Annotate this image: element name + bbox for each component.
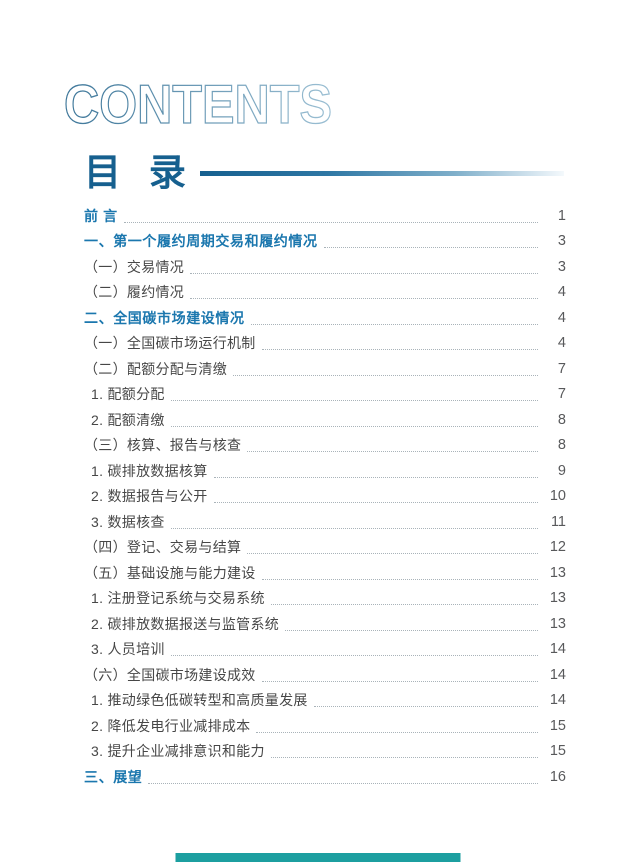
toc-dot-leader: [256, 731, 538, 733]
toc-entry[interactable]: 3. 提升企业减排意识和能力 15: [84, 739, 566, 765]
toc-entry[interactable]: 1. 碳排放数据核算 9: [84, 458, 566, 484]
toc-dot-leader: [123, 221, 538, 223]
toc-page-number: 4: [557, 335, 566, 352]
toc-dot-leader: [170, 400, 538, 401]
toc-page-number: 4: [557, 284, 566, 301]
toc-page-number: 13: [549, 615, 566, 632]
toc-dot-leader: [270, 604, 538, 605]
toc-entry[interactable]: 1. 推动绿色低碳转型和高质量发展 14: [84, 688, 566, 714]
contents-title-text: CONTENTS: [64, 80, 332, 128]
toc-entry[interactable]: 1. 配额分配 7: [84, 382, 566, 408]
toc-entry-label: 1. 注册登记系统与交易系统: [91, 590, 265, 607]
toc-entry-label: 前 言: [84, 207, 118, 224]
toc-entry-label: 2. 降低发电行业减排成本: [91, 717, 251, 734]
toc-dot-leader: [323, 247, 538, 248]
toc-page-number: 15: [549, 743, 566, 760]
toc-page-number: 11: [550, 513, 566, 530]
toc-entry-label: 2. 碳排放数据报送与监管系统: [91, 615, 280, 632]
toc-entry-label: 1. 推动绿色低碳转型和高质量发展: [91, 692, 308, 709]
toc-entry-label: 2. 配额清缴: [91, 411, 165, 428]
toc-entry-label: （三）核算、报告与核查: [84, 437, 242, 454]
toc-entry[interactable]: 三、展望 16: [84, 764, 566, 790]
toc-dot-leader: [190, 298, 538, 299]
toc-page-number: 13: [549, 564, 566, 581]
toc-entry[interactable]: （一）交易情况 3: [84, 254, 566, 280]
toc-title: 目 录: [84, 152, 187, 193]
toc-entry-label: 1. 碳排放数据核算: [91, 462, 208, 479]
toc-entry[interactable]: 1. 注册登记系统与交易系统 13: [84, 586, 566, 612]
toc-page-number: 9: [557, 462, 566, 479]
toc-entry-label: （二）配额分配与清缴: [84, 360, 227, 377]
toc-page-number: 15: [549, 717, 566, 734]
toc-dot-leader: [213, 502, 538, 503]
toc-page-number: 16: [549, 768, 566, 785]
toc-dot-leader: [213, 476, 538, 478]
toc-entry[interactable]: 一、第一个履约周期交易和履约情况 3: [84, 229, 566, 255]
toc-entry-label: （一）全国碳市场运行机制: [84, 335, 256, 352]
toc-dot-leader: [170, 527, 538, 529]
toc-dot-leader: [190, 272, 538, 274]
toc-dot-leader: [270, 757, 538, 758]
toc-page-number: 14: [549, 666, 566, 683]
toc-page-number: 3: [557, 258, 566, 275]
toc-entry[interactable]: 3. 人员培训 14: [84, 637, 566, 663]
toc-page-number: 12: [549, 539, 566, 556]
toc-page-number: 1: [557, 207, 566, 224]
toc-entry[interactable]: （二）配额分配与清缴 7: [84, 356, 566, 382]
toc-entry[interactable]: （二）履约情况 4: [84, 280, 566, 306]
toc-entry-label: 三、展望: [84, 768, 143, 785]
toc-entry-label: 3. 提升企业减排意识和能力: [91, 743, 265, 760]
toc-entry-label: （四）登记、交易与结算: [84, 539, 242, 556]
footer-accent-bar: [175, 853, 461, 862]
toc-dot-leader: [250, 323, 538, 325]
toc-dot-leader: [313, 706, 538, 707]
toc-page-number: 8: [557, 437, 566, 454]
toc-dot-leader: [261, 578, 538, 580]
toc-dot-leader: [285, 629, 538, 631]
toc-entry[interactable]: 2. 碳排放数据报送与监管系统 13: [84, 611, 566, 637]
toc-entry-label: 2. 数据报告与公开: [91, 488, 208, 505]
toc-entry[interactable]: （一）全国碳市场运行机制 4: [84, 331, 566, 357]
toc-dot-leader: [261, 349, 538, 350]
toc-dot-leader: [170, 655, 538, 656]
toc-dot-leader: [233, 374, 538, 376]
toc-entry-label: 一、第一个履约周期交易和履约情况: [84, 233, 318, 250]
toc-entry-label: 3. 数据核查: [91, 513, 165, 530]
toc-dot-leader: [170, 425, 538, 427]
toc-entry-label: 1. 配额分配: [91, 386, 165, 403]
toc-entry[interactable]: （六）全国碳市场建设成效 14: [84, 662, 566, 688]
toc-entry[interactable]: （四）登记、交易与结算 12: [84, 535, 566, 561]
toc-page-number: 7: [557, 386, 566, 403]
toc-entry-label: （二）履约情况: [84, 284, 185, 301]
toc-entry[interactable]: 2. 配额清缴 8: [84, 407, 566, 433]
toc-page-number: 7: [557, 360, 566, 377]
contents-wordmark: CONTENTS: [63, 80, 332, 128]
toc-entry-label: 3. 人员培训: [91, 641, 165, 658]
toc-entry[interactable]: 2. 降低发电行业减排成本 15: [84, 713, 566, 739]
toc-page-number: 10: [549, 488, 566, 505]
toc-dot-leader: [247, 553, 538, 554]
toc-page-number: 4: [557, 309, 566, 326]
toc-entry-label: 二、全国碳市场建设情况: [84, 309, 245, 326]
toc-entry[interactable]: （三）核算、报告与核查 8: [84, 433, 566, 459]
toc-dot-leader: [261, 680, 538, 682]
toc-entry-label: （六）全国碳市场建设成效: [84, 666, 256, 683]
toc-entry[interactable]: 二、全国碳市场建设情况 4: [84, 305, 566, 331]
toc-page-number: 13: [549, 590, 566, 607]
toc-entry[interactable]: 前 言 1: [84, 203, 566, 229]
toc-dot-leader: [247, 451, 538, 452]
toc-entry[interactable]: （五）基础设施与能力建设 13: [84, 560, 566, 586]
toc-page-number: 14: [549, 641, 566, 658]
toc-entry[interactable]: 2. 数据报告与公开 10: [84, 484, 566, 510]
toc-page-number: 14: [549, 692, 566, 709]
title-rule-line: [200, 171, 564, 176]
toc-entry-label: （一）交易情况: [84, 258, 185, 275]
toc-list: 前 言 1 一、第一个履约周期交易和履约情况 3 （一）交易情况 3 （二）履约情况 4 二、全…: [84, 203, 566, 790]
toc-dot-leader: [148, 782, 538, 784]
toc-entry[interactable]: 3. 数据核查 11: [84, 509, 566, 535]
toc-page-number: 8: [557, 411, 566, 428]
toc-entry-label: （五）基础设施与能力建设: [84, 564, 256, 581]
toc-page-number: 3: [557, 233, 566, 250]
